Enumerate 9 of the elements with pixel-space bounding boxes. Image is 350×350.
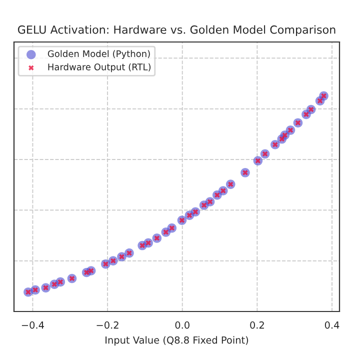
x-tick-label: 0.2 xyxy=(250,321,264,329)
legend-label: Hardware Output (RTL) xyxy=(48,63,151,72)
x-tick-label: −0.2 xyxy=(96,321,118,329)
x-tick-label: −0.4 xyxy=(22,321,44,329)
x-tick-label: 0.0 xyxy=(175,321,190,329)
x-axis-title: Input Value (Q8.8 Fixed Point) xyxy=(106,336,248,346)
x-tick-label: 0.4 xyxy=(324,321,340,329)
chart-title: GELU Activation: Hardware vs. Golden Model Comparison xyxy=(18,25,336,36)
legend-label: Golden Model (Python) xyxy=(48,50,150,59)
